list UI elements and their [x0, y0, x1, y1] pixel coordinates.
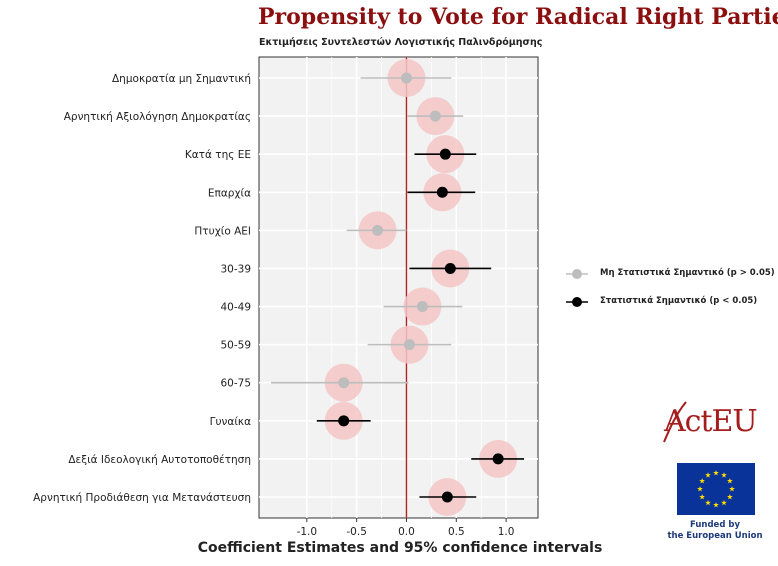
eu-star-icon — [729, 486, 735, 492]
y-tick-label: Επαρχία — [208, 187, 251, 199]
chart-subtitle: Εκτιμήσεις Συντελεστών Λογιστικής Παλινδ… — [259, 37, 543, 48]
y-tick-label: Κατά της ΕΕ — [185, 149, 251, 161]
eu-star-icon — [713, 502, 719, 508]
estimate-point — [372, 224, 384, 236]
legend-item-not-significant: Μη Στατιστικά Σημαντικό (p > 0.05) — [566, 266, 775, 282]
y-tick-label: Γυναίκα — [210, 416, 251, 428]
legend-key-not-significant — [566, 269, 588, 279]
eu-star-icon — [713, 470, 719, 476]
funding-statement: Funded by the European Union — [660, 520, 770, 542]
estimate-point — [492, 453, 504, 465]
x-tick-label: 0.0 — [398, 526, 415, 538]
x-tick-label: -1.0 — [297, 526, 318, 538]
y-tick-label: Δεξιά Ιδεολογική Αυτοτοποθέτηση — [68, 454, 251, 466]
estimate-point — [439, 148, 451, 160]
eu-star-icon — [727, 494, 733, 500]
y-tick-label: 60-75 — [220, 378, 251, 390]
acteu-logo-mark — [663, 401, 687, 443]
y-tick-label: 50-59 — [220, 340, 251, 352]
y-tick-label: Δημοκρατία μη Σημαντική — [112, 73, 251, 85]
eu-star-icon — [705, 472, 711, 478]
estimate-point — [416, 301, 428, 313]
estimate-point — [338, 377, 350, 389]
estimate-point — [400, 72, 412, 84]
chart-title: Propensity to Vote for Radical Right Par… — [258, 4, 778, 30]
y-tick-label: Αρνητική Προδιάθεση για Μετανάστευση — [33, 492, 251, 504]
estimate-point — [403, 339, 415, 351]
legend-label-not-significant: Μη Στατιστικά Σημαντικό (p > 0.05) — [600, 268, 775, 278]
eu-star-icon — [705, 499, 711, 506]
y-tick-label: Πτυχίο ΑΕΙ — [194, 225, 251, 237]
eu-star-icon — [697, 486, 703, 492]
eu-star-icon — [721, 472, 727, 478]
eu-star-icon — [727, 478, 733, 484]
eu-star-icon — [699, 478, 705, 484]
legend-item-significant: Στατιστικά Σημαντικό (p < 0.05) — [566, 294, 766, 310]
x-tick-label: 0.5 — [448, 526, 465, 538]
eu-star-icon — [699, 494, 705, 500]
funding-line-2: the European Union — [667, 531, 763, 541]
eu-star-icon — [721, 499, 727, 506]
funding-line-1: Funded by — [689, 520, 740, 530]
estimate-point — [429, 110, 441, 122]
x-tick-label: -0.5 — [346, 526, 367, 538]
y-tick-label: 30-39 — [220, 263, 251, 275]
acteu-logo: ActEU — [664, 404, 758, 439]
eu-flag-icon — [677, 463, 755, 515]
estimate-point — [338, 415, 350, 427]
legend-key-significant — [566, 297, 588, 307]
y-tick-label: 40-49 — [220, 302, 251, 314]
x-axis-label: Coefficient Estimates and 95% confidence… — [197, 540, 603, 556]
legend-label-significant: Στατιστικά Σημαντικό (p < 0.05) — [600, 296, 758, 306]
estimate-point — [441, 491, 453, 503]
estimate-point — [436, 186, 448, 198]
y-tick-label: Αρνητική Αξιολόγηση Δημοκρατίας — [64, 111, 251, 123]
estimate-point — [444, 262, 456, 274]
x-tick-label: 1.0 — [498, 526, 515, 538]
